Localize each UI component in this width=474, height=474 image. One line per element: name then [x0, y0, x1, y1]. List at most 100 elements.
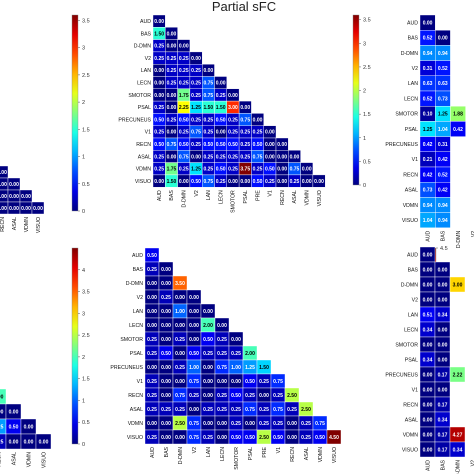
- cell-value: 0.00: [0, 206, 7, 212]
- cell-value: 0.25: [154, 167, 164, 173]
- cell-value: 0.00: [287, 421, 297, 427]
- cell-value: 0.50: [154, 117, 164, 123]
- heatmap-cell: [449, 366, 466, 383]
- cell-value: 0.50: [231, 435, 241, 441]
- cell-value: 0.73: [423, 188, 433, 194]
- cell-value: 0.00: [203, 68, 213, 74]
- cell-value: 0.25: [147, 267, 157, 273]
- cell-value: 0.34: [423, 357, 433, 363]
- cell-value: 0.63: [438, 81, 448, 87]
- panel-bottom-right: 0.00 0.00 0.00 0.00 0.00 3.00 0.00 0.00 0.51 0.34…: [385, 246, 474, 474]
- panel-top-center: 0.001.50 0.000.25 0.00 0.000.25 0.25 0.25 0.00…: [118, 14, 371, 213]
- cell-value: 0.51: [423, 312, 433, 318]
- column-label: D-DMN: [182, 190, 188, 208]
- colorbar-tick-label: 1.5: [82, 377, 90, 383]
- column-label: D-DMN: [455, 460, 461, 474]
- row-label: LECN: [129, 323, 143, 329]
- cell-value: 0.25: [179, 80, 189, 86]
- cell-value: 0.00: [314, 179, 324, 185]
- cell-value: 0.00: [438, 357, 448, 363]
- cell-value: 0.50: [189, 351, 199, 357]
- cell-value: 0.00: [175, 323, 185, 329]
- heatmap-cell: [35, 433, 52, 450]
- cell-value: 0.00: [39, 439, 49, 445]
- column-label: AUD: [157, 190, 163, 201]
- row-label: PRECUNEUS: [385, 142, 418, 148]
- panel-top-left: 0.000.000.000.000.000.000.000.000.000.00…: [0, 14, 90, 233]
- cell-value: 0.00: [189, 295, 199, 301]
- cell-value: 0.25: [203, 435, 213, 441]
- cell-value: 0.25: [167, 80, 177, 86]
- cell-value: 0.75: [179, 154, 189, 160]
- cell-value: 0.00: [423, 20, 433, 26]
- cell-value: 0.00: [147, 295, 157, 301]
- cell-value: 0.00: [203, 379, 213, 385]
- column-label: D-DMN: [456, 231, 462, 249]
- column-label: BAS: [441, 230, 447, 241]
- cell-value: 0.00: [21, 206, 31, 212]
- cell-value: 0.25: [273, 421, 283, 427]
- colorbar-tick-label: 3: [82, 311, 85, 317]
- colorbar-tick-label: 1.5: [82, 127, 90, 133]
- cell-value: 0.00: [302, 167, 312, 173]
- cell-value: 2.00: [0, 394, 4, 400]
- cell-value: 0.00: [203, 309, 213, 315]
- cell-value: 0.00: [245, 421, 255, 427]
- cell-value: 2.22: [453, 372, 463, 378]
- cell-value: 0.25: [231, 421, 241, 427]
- colorbar: [71, 14, 79, 212]
- cell-value: 0.25: [167, 68, 177, 74]
- figure-title: Partial sFC: [212, 0, 276, 14]
- column-label: VDMN: [26, 452, 32, 468]
- cell-value: 0.00: [189, 407, 199, 413]
- row-label: VISUO: [402, 447, 418, 453]
- row-label: D-DMN: [401, 51, 419, 57]
- column-label: SMOTOR: [234, 447, 240, 470]
- row-label: VDMN: [136, 167, 152, 173]
- cell-value: 0.25: [191, 68, 201, 74]
- cell-value: 0.63: [423, 81, 433, 87]
- colorbar-tick-label: 4.5: [440, 246, 448, 252]
- cell-value: 0.00: [167, 105, 177, 111]
- cell-value: 0.00: [167, 130, 177, 136]
- colorbar-tick-label: 3: [82, 46, 85, 52]
- cell-value: 0.00: [161, 267, 171, 273]
- cell-value: 0.25: [240, 142, 250, 148]
- column-label: PRE: [255, 190, 261, 201]
- column-label: LAN: [206, 447, 212, 457]
- cell-value: 0.17: [438, 447, 448, 453]
- cell-value: 0.50: [216, 142, 226, 148]
- cell-value: 0.50: [273, 435, 283, 441]
- cell-value: 0.00: [217, 379, 227, 385]
- cell-value: 0.75: [245, 407, 255, 413]
- cell-value: 0.34: [438, 417, 448, 423]
- cell-value: 0.00: [277, 179, 287, 185]
- cell-value: 0.00: [147, 421, 157, 427]
- cell-value: 0.50: [203, 337, 213, 343]
- cell-value: 1.25: [423, 127, 433, 133]
- cell-value: 0.21: [423, 157, 433, 163]
- row-label: V1: [145, 130, 151, 136]
- row-label: LAN: [133, 309, 143, 315]
- cell-value: 0.25: [191, 80, 201, 86]
- cell-value: 0.25: [154, 56, 164, 62]
- cell-value: 0.25: [179, 167, 189, 173]
- cell-value: 0.50: [216, 167, 226, 173]
- column-label: AUD: [425, 231, 431, 242]
- row-label: PSAL: [130, 351, 143, 357]
- row-label: LECN: [137, 80, 151, 86]
- cell-value: 0.00: [423, 447, 433, 453]
- cell-value: 0.00: [161, 337, 171, 343]
- cell-value: 0.94: [423, 203, 433, 209]
- cell-value: 1.04: [438, 127, 448, 133]
- column-label: RECN: [290, 447, 296, 462]
- colorbar-tick-label: 1: [363, 136, 366, 142]
- cell-value: 0.25: [203, 351, 213, 357]
- cell-value: 1.00: [231, 365, 241, 371]
- cell-value: 1.25: [245, 365, 255, 371]
- cell-value: 0.42: [423, 142, 433, 148]
- cell-value: 0.25: [191, 93, 201, 99]
- cell-value: 0.50: [253, 142, 263, 148]
- cell-value: 0.25: [240, 154, 250, 160]
